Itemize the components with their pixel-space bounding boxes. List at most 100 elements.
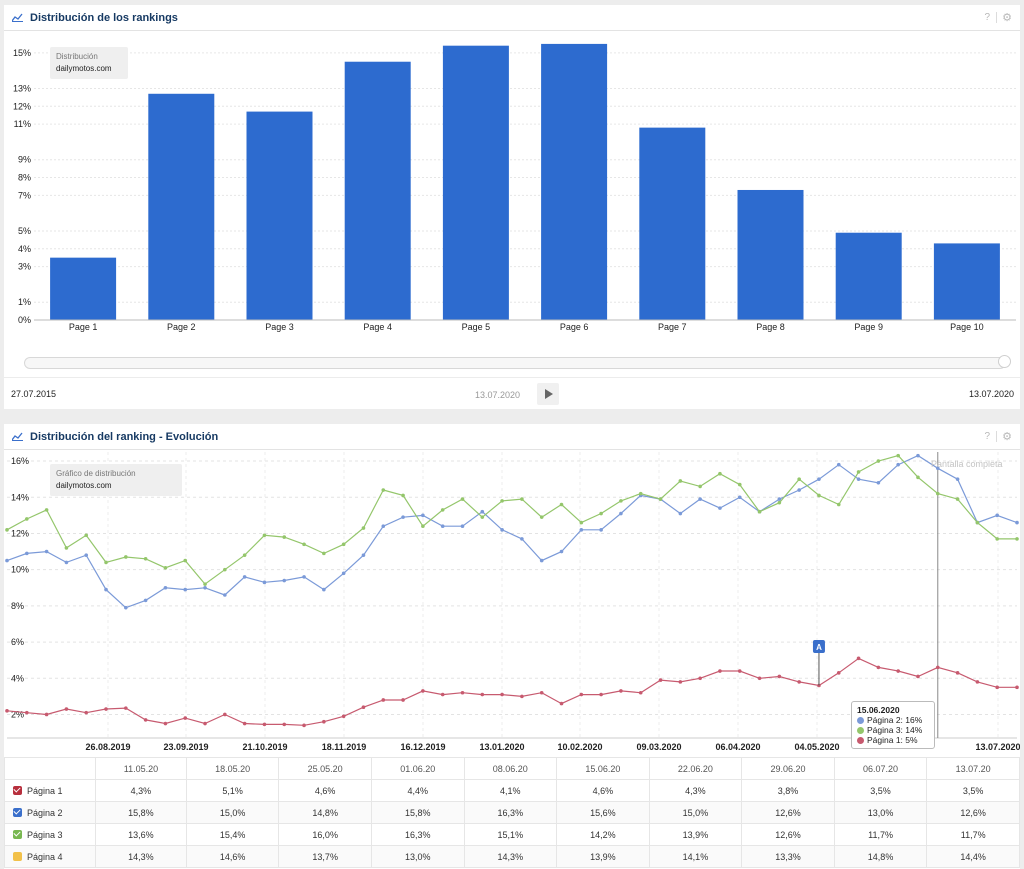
timeline-slider[interactable] <box>24 357 1006 369</box>
series-toggle-checkbox[interactable] <box>13 807 22 817</box>
data-point <box>381 524 386 529</box>
data-point <box>579 528 584 532</box>
data-point <box>896 462 900 467</box>
data-point <box>619 511 623 516</box>
chart-info-box: Gráfico de distribución dailymotos.com <box>50 464 182 496</box>
series-toggle-checkbox[interactable] <box>13 785 22 795</box>
slider-handle[interactable] <box>998 355 1011 368</box>
data-point <box>836 462 841 467</box>
data-point <box>718 471 722 476</box>
table-cell: 3,5% <box>833 779 928 802</box>
data-point <box>658 678 663 682</box>
table-cell: 4,3% <box>648 779 743 802</box>
data-point <box>25 551 29 556</box>
data-point <box>163 721 168 726</box>
data-table: 11.05.20 18.05.20 25.05.20 01.06.20 08.06.20… <box>4 757 1020 868</box>
data-point <box>737 482 742 487</box>
chart-info-box: Distribución dailymotos.com <box>50 47 128 79</box>
ranking-evolution-panel: Distribución del ranking - Evolución ? ⚙… <box>4 424 1020 869</box>
info-domain: dailymotos.com <box>56 64 112 73</box>
data-point <box>44 712 49 717</box>
data-point <box>718 669 722 673</box>
x-tick-label: 18.11.2019 <box>322 742 367 752</box>
data-point <box>856 656 861 661</box>
play-button[interactable] <box>537 383 559 405</box>
table-cell: 15,8% <box>370 801 465 824</box>
data-point <box>856 470 861 474</box>
series-line <box>6 454 1017 585</box>
data-point <box>916 475 920 480</box>
data-point <box>341 714 346 719</box>
chart-tooltip: 15.06.2020 Página 2: 16% Página 3: 14% Pág… <box>851 701 935 749</box>
y-tick-label: 15% <box>13 48 31 58</box>
y-tick-label: 8% <box>18 173 31 183</box>
data-point <box>836 671 841 675</box>
data-point <box>143 556 148 561</box>
y-tick-label: 5% <box>18 226 31 236</box>
x-tick-label: Page 9 <box>854 322 883 332</box>
column-header: 22.06.20 <box>648 757 743 780</box>
data-point <box>698 484 702 489</box>
data-point <box>381 488 386 492</box>
data-point <box>935 665 940 670</box>
table-cell: 15,1% <box>463 823 558 846</box>
line-chart[interactable]: 2% 4% 6% 8% 10% 12% 14% 16% 26.08.2019 23.09.2019… <box>4 424 1020 757</box>
data-point <box>1015 685 1019 690</box>
data-point <box>619 499 623 503</box>
data-point <box>520 497 524 501</box>
data-point <box>322 719 326 724</box>
table-cell: 13,7% <box>278 845 372 868</box>
y-tick-label: 10% <box>11 565 29 575</box>
series-toggle-checkbox[interactable] <box>13 851 22 861</box>
data-point <box>143 718 148 722</box>
data-point <box>579 520 584 525</box>
data-point <box>817 683 821 688</box>
data-point <box>995 513 999 518</box>
x-tick-label: Page 1 <box>69 322 98 332</box>
table-cell: 13,9% <box>648 823 743 846</box>
data-point <box>104 560 108 565</box>
gear-icon[interactable]: ⚙ <box>1002 431 1012 443</box>
help-icon[interactable]: ? <box>984 431 990 442</box>
y-tick-label: 2% <box>11 709 24 719</box>
data-point <box>935 491 940 496</box>
data-point <box>203 582 207 586</box>
table-cell: 14,4% <box>926 845 1020 868</box>
gear-icon[interactable]: ⚙ <box>1002 12 1012 24</box>
data-point <box>678 680 683 684</box>
x-tick-label: Page 6 <box>560 322 589 332</box>
x-tick-label: 16.12.2019 <box>400 742 445 752</box>
fullscreen-link[interactable]: Pantalla completa <box>931 459 1003 469</box>
x-tick-label: Page 8 <box>756 322 785 332</box>
column-header: 18.05.20 <box>185 757 280 780</box>
row-label-cell: Página 2 <box>4 801 96 824</box>
help-icon[interactable]: ? <box>984 12 990 23</box>
column-header: 06.07.20 <box>833 757 928 780</box>
series-toggle-checkbox[interactable] <box>13 829 22 839</box>
table-cell: 11,7% <box>926 823 1020 846</box>
row-label-cell: Página 1 <box>4 779 96 802</box>
bar <box>737 189 804 320</box>
data-point <box>916 674 920 679</box>
data-point <box>539 558 544 563</box>
bar <box>344 61 411 320</box>
x-tick-label: Page 7 <box>658 322 687 332</box>
data-point <box>916 453 920 458</box>
tooltip-row: Página 1: 5% <box>857 735 929 745</box>
info-label: Gráfico de distribución <box>56 469 136 478</box>
data-point <box>401 493 405 498</box>
y-tick-label: 9% <box>18 155 31 165</box>
data-point <box>104 587 108 592</box>
y-tick-label: 4% <box>18 244 31 254</box>
data-point <box>817 493 821 498</box>
table-cell: 4,1% <box>463 779 558 802</box>
data-point <box>777 497 782 501</box>
data-point <box>341 571 346 576</box>
data-point <box>262 722 267 727</box>
y-tick-label: 6% <box>11 637 24 647</box>
x-tick-label: 06.04.2020 <box>715 742 760 752</box>
bar <box>50 257 117 320</box>
data-point <box>361 553 366 557</box>
data-point <box>500 692 504 697</box>
data-point <box>876 480 881 485</box>
